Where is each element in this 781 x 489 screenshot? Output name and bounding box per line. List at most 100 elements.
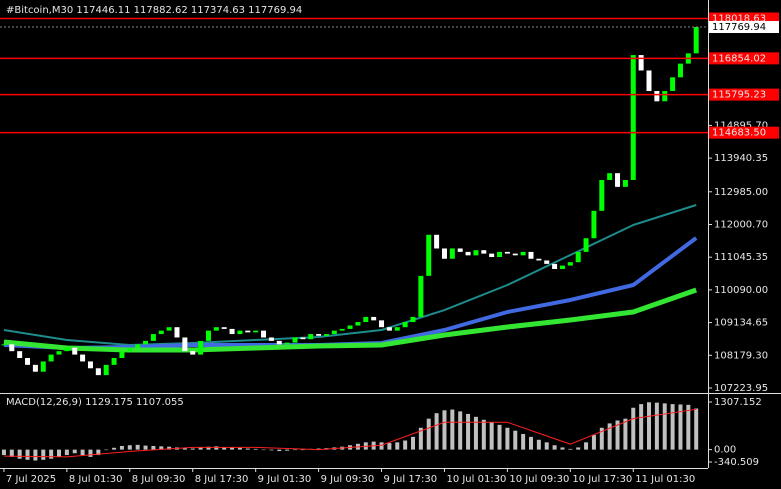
y-tick-label: 0.00: [714, 445, 736, 456]
x-tick-label: 8 Jul 17:30: [195, 474, 249, 485]
candle: [174, 327, 180, 338]
level-label: 116854.02: [712, 53, 766, 64]
candle: [693, 27, 699, 54]
macd-bar: [293, 449, 297, 451]
candle: [40, 361, 46, 372]
candle: [441, 248, 447, 259]
candle: [213, 327, 219, 331]
macd-bar: [17, 449, 22, 459]
y-tick-label: 107223.95: [714, 383, 768, 394]
candle: [449, 248, 455, 259]
y-tick-label: 111045.35: [714, 252, 768, 263]
x-tick-label: 11 Jul 01:30: [635, 474, 695, 485]
candle: [473, 250, 479, 256]
macd-bar: [379, 442, 384, 450]
candle: [363, 316, 369, 323]
macd-bar: [442, 410, 447, 450]
macd-bar: [631, 407, 636, 450]
level-label: 114683.50: [712, 128, 766, 139]
macd-bar: [599, 427, 604, 450]
macd-bar: [473, 416, 478, 450]
macd-bar: [513, 430, 518, 450]
macd-bar: [418, 427, 423, 450]
macd-bar: [104, 449, 109, 451]
candle: [591, 210, 597, 239]
x-tick-label: 9 Jul 01:30: [258, 474, 312, 485]
candle: [127, 347, 133, 352]
level-label-bg: [709, 88, 779, 101]
y-tick-label: 113940.35: [714, 153, 768, 164]
candle: [143, 340, 149, 345]
candle: [300, 337, 306, 340]
candle: [536, 258, 542, 261]
macd-bar: [96, 449, 101, 456]
candle: [166, 327, 172, 331]
macd-bar: [64, 449, 69, 456]
candle: [607, 173, 613, 181]
macd-bar: [167, 446, 172, 450]
macd-bar: [639, 404, 644, 450]
candle: [520, 251, 526, 256]
candle: [512, 253, 518, 256]
macd-bar: [300, 449, 305, 451]
candle: [72, 347, 78, 355]
candle: [567, 262, 573, 266]
candle: [497, 251, 503, 258]
macd-bar: [521, 433, 526, 450]
candle: [371, 316, 377, 321]
x-tick-label: 8 Jul 09:30: [132, 474, 186, 485]
candle: [80, 354, 86, 362]
candle: [583, 238, 589, 252]
candle: [292, 337, 298, 343]
candle: [1, 344, 7, 346]
candle: [64, 347, 70, 352]
macd-bar: [615, 420, 620, 450]
candle: [87, 361, 93, 369]
macd-bar: [662, 403, 667, 450]
macd-bar: [584, 442, 589, 450]
x-tick-label: 10 Jul 09:30: [509, 474, 569, 485]
macd-bar: [544, 442, 549, 450]
candle: [17, 351, 23, 359]
y-tick-label: 109134.65: [714, 318, 768, 329]
candle: [229, 328, 235, 335]
candle: [9, 344, 15, 352]
candle: [481, 250, 487, 254]
macd-bar: [269, 449, 274, 451]
macd-bar: [694, 408, 699, 450]
candle: [308, 334, 314, 340]
candle: [316, 334, 322, 336]
macd-bar: [505, 427, 510, 450]
macd-bar: [206, 446, 211, 450]
y-tick-label: -340.509: [714, 457, 759, 468]
chart-title: #Bitcoin,M30 117446.11 117882.62 117374.…: [6, 5, 302, 16]
candle: [465, 251, 471, 256]
macd-bar: [529, 436, 533, 450]
candle: [615, 173, 621, 187]
candle: [48, 354, 54, 362]
macd-bar: [33, 449, 38, 461]
macd-bar: [57, 449, 61, 457]
macd-bar: [237, 447, 242, 450]
level-label-bg: [709, 52, 779, 65]
candle: [379, 320, 385, 328]
macd-bar: [253, 448, 258, 450]
macd-bar: [285, 449, 290, 451]
macd-bar: [670, 404, 675, 450]
candle: [638, 55, 644, 71]
y-tick-label: 108179.30: [714, 350, 768, 361]
candle: [158, 330, 164, 335]
macd-bar: [159, 446, 164, 450]
last-price-bg: [709, 21, 779, 34]
candle: [237, 330, 243, 335]
macd-bar: [395, 442, 400, 450]
macd-bar: [489, 422, 494, 450]
y-tick-label: 114895.70: [714, 120, 768, 131]
macd-bar: [387, 443, 392, 450]
candle: [323, 334, 329, 336]
macd-bar: [119, 445, 124, 450]
macd-bar: [112, 447, 117, 450]
candle: [261, 330, 267, 338]
macd-bar: [458, 411, 463, 450]
macd-bar: [411, 436, 415, 450]
